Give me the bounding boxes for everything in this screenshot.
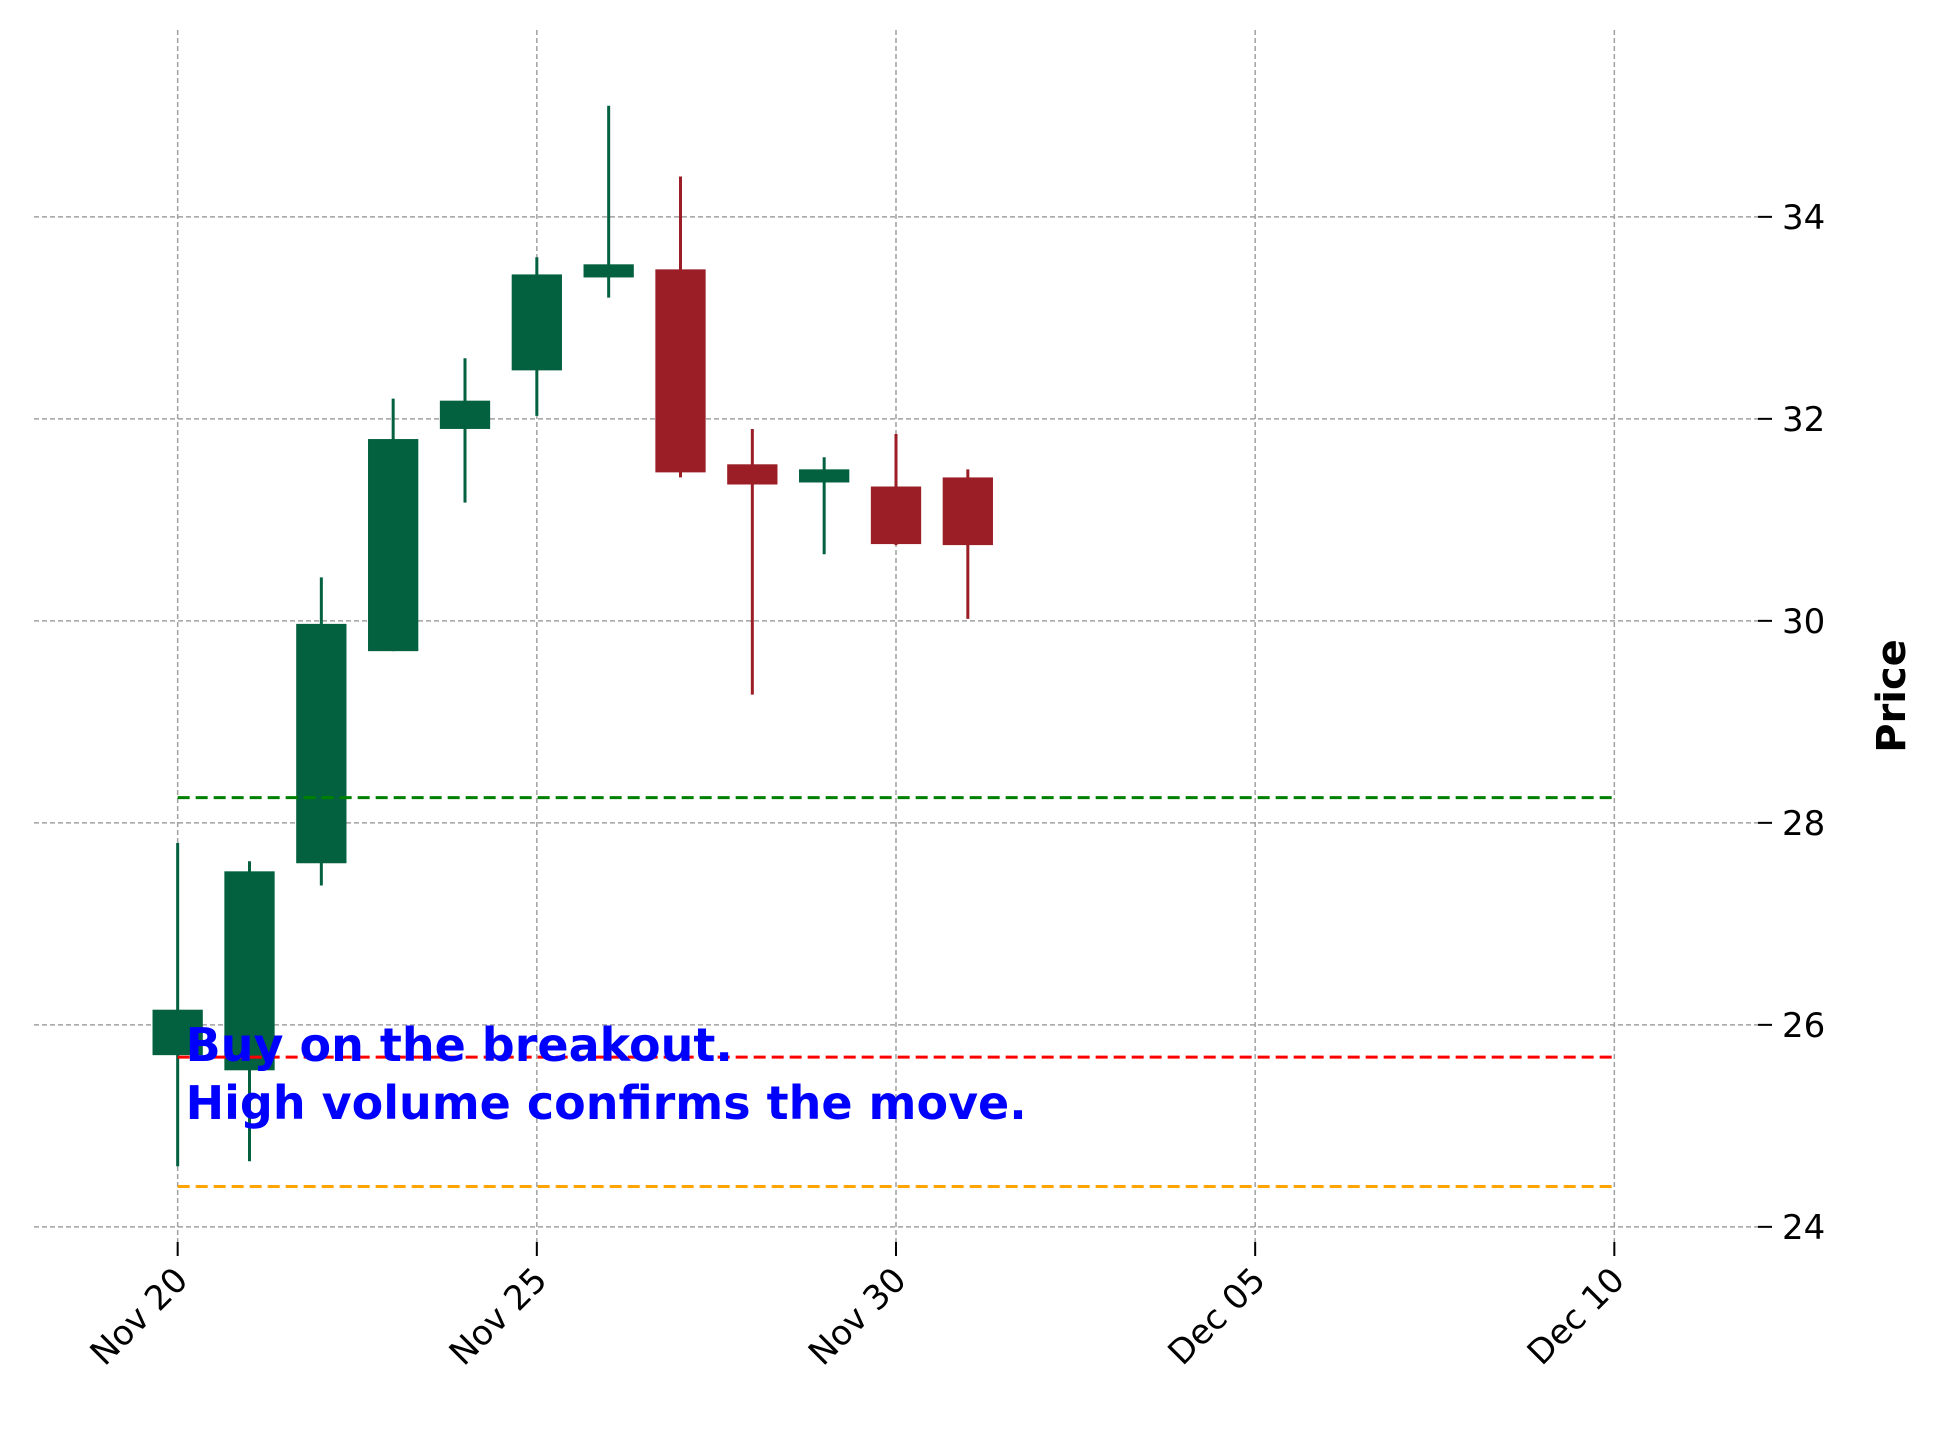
y-axis-title: Price — [1869, 639, 1915, 753]
candle-body — [799, 469, 850, 483]
candle-body — [942, 477, 993, 546]
x-tick-label: Dec 05 — [1160, 1260, 1273, 1373]
candle-body — [870, 486, 922, 545]
candle-body — [583, 264, 634, 278]
candle-body — [152, 1009, 203, 1056]
y-tick-label: 34 — [1782, 198, 1825, 238]
y-tick-label: 24 — [1782, 1208, 1825, 1248]
y-tick-label: 26 — [1782, 1006, 1825, 1046]
candle-body — [511, 274, 562, 371]
x-tick-label: Nov 20 — [83, 1260, 196, 1373]
annotation-line: High volume confirms the move. — [186, 1076, 1027, 1130]
y-tick-label: 28 — [1782, 804, 1825, 844]
annotation-line: Buy on the breakout. — [186, 1018, 733, 1072]
candle-body — [655, 269, 706, 473]
candle-body — [368, 439, 419, 652]
y-tick-label: 30 — [1782, 602, 1825, 642]
y-tick-label: 32 — [1782, 400, 1825, 440]
x-tick-label: Nov 25 — [442, 1260, 555, 1373]
x-tick-label: Nov 30 — [801, 1260, 914, 1373]
candle-body — [727, 464, 778, 485]
candle-body — [296, 623, 347, 864]
x-tick-label: Dec 10 — [1520, 1260, 1633, 1373]
candle-body — [224, 871, 275, 1071]
candle-body — [439, 400, 491, 429]
